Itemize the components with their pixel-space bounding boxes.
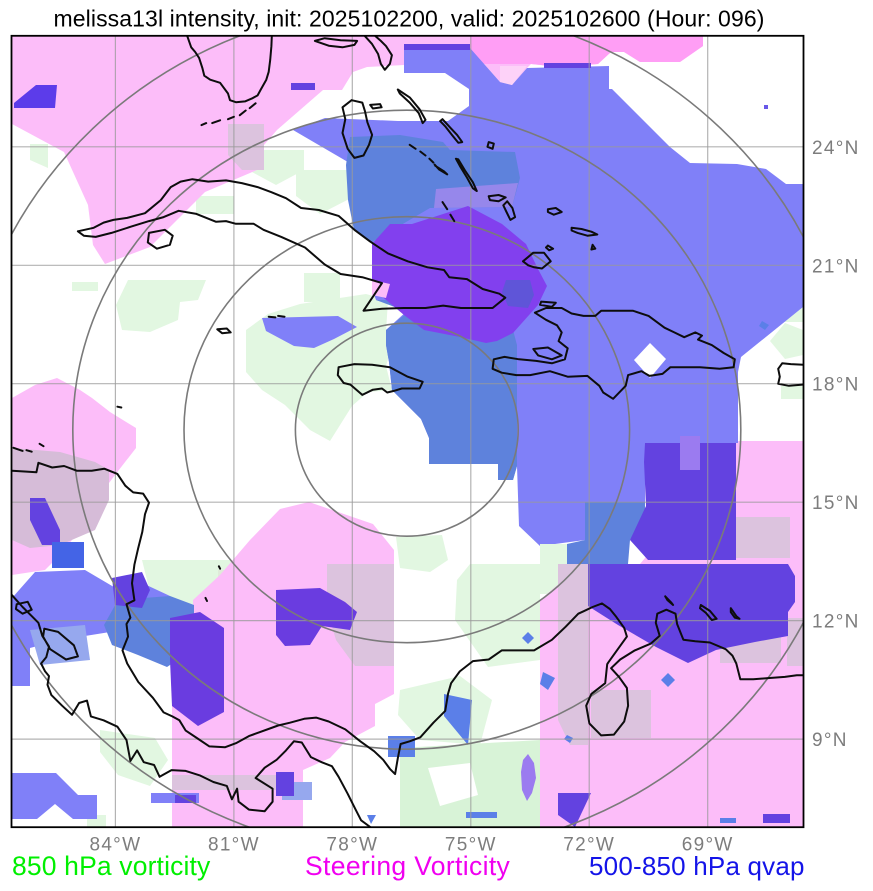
svg-text:850 hPa vorticity: 850 hPa vorticity <box>12 851 211 881</box>
svg-text:12°N: 12°N <box>812 612 860 633</box>
svg-text:69°W: 69°W <box>682 835 734 856</box>
svg-text:72°W: 72°W <box>563 835 615 856</box>
svg-text:Steering Vorticity: Steering Vorticity <box>305 851 511 881</box>
svg-text:84°W: 84°W <box>89 835 141 856</box>
svg-text:78°W: 78°W <box>326 835 378 856</box>
svg-text:21°N: 21°N <box>812 256 860 277</box>
svg-text:9°N: 9°N <box>812 730 848 751</box>
svg-text:75°W: 75°W <box>445 835 497 856</box>
svg-text:500-850 hPa qvap: 500-850 hPa qvap <box>589 851 805 881</box>
svg-text:15°N: 15°N <box>812 493 860 514</box>
svg-text:24°N: 24°N <box>812 138 860 159</box>
svg-text:81°W: 81°W <box>208 835 260 856</box>
svg-text:18°N: 18°N <box>812 375 860 396</box>
svg-text:melissa13l intensity, init: 20: melissa13l intensity, init: 2025102200, … <box>54 6 765 32</box>
